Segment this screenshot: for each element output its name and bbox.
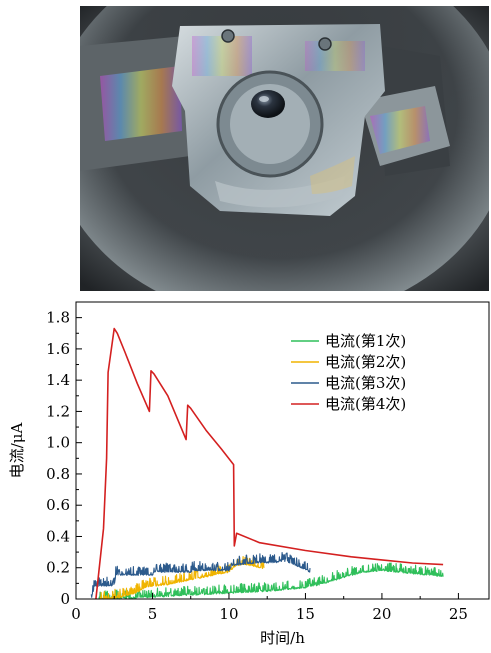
y-tick-label: 1.4 <box>46 371 70 389</box>
y-tick-label: 0.8 <box>46 465 70 483</box>
y-tick-label: 0 <box>60 590 70 608</box>
x-tick-label: 15 <box>296 605 315 623</box>
series-line-4 <box>95 327 444 600</box>
series-layer <box>90 327 444 600</box>
legend-label-4: 电流(第4次) <box>325 395 406 413</box>
series-line-3 <box>90 551 311 598</box>
chart-svg: 0 5 10 15 20 25 00.20.40.60.81.01.21.41.61.8 … <box>8 301 490 647</box>
legend-label-1: 电流(第1次) <box>325 332 406 350</box>
x-tick-label: 20 <box>372 605 391 623</box>
x-tick-label: 10 <box>219 605 238 623</box>
y-tick-label: 0.6 <box>46 496 70 514</box>
legend-label-2: 电流(第2次) <box>325 353 406 371</box>
plot-frame <box>75 301 490 600</box>
x-axis-ticks: 0 5 10 15 20 25 <box>71 593 468 623</box>
y-axis-label: 电流/μA <box>8 423 26 479</box>
photo-illustration <box>80 6 489 291</box>
current-time-chart: 0 5 10 15 20 25 0 0.2 0.4 0.6 0.8 1.0 1.2 1.4 1.6 1.8 … <box>0 290 491 649</box>
legend: 电流(第1次) 电流(第2次) 电流(第3次) 电流(第4次) <box>291 332 406 413</box>
x-tick-label: 25 <box>449 605 468 623</box>
y-tick-label: 1.2 <box>46 402 70 420</box>
y-tick-label: 0.4 <box>46 527 70 545</box>
y-tick-label: 1.8 <box>46 309 70 327</box>
x-tick-label: 0 <box>71 605 81 623</box>
y-axis-ticks: 0 0.2 0.4 0.6 0.8 1.0 1.2 1.4 1.6 1.8 <box>46 309 82 608</box>
y-tick-label: 0.2 <box>46 559 70 577</box>
x-axis-label: 时间/h <box>260 629 305 647</box>
series-line-1 <box>98 562 444 600</box>
sample-photo <box>80 6 489 291</box>
x-tick-label: 5 <box>148 605 158 623</box>
y-tick-label: 1.0 <box>46 434 70 452</box>
legend-label-3: 电流(第3次) <box>325 374 406 392</box>
y-tick-label: 1.6 <box>46 340 70 358</box>
